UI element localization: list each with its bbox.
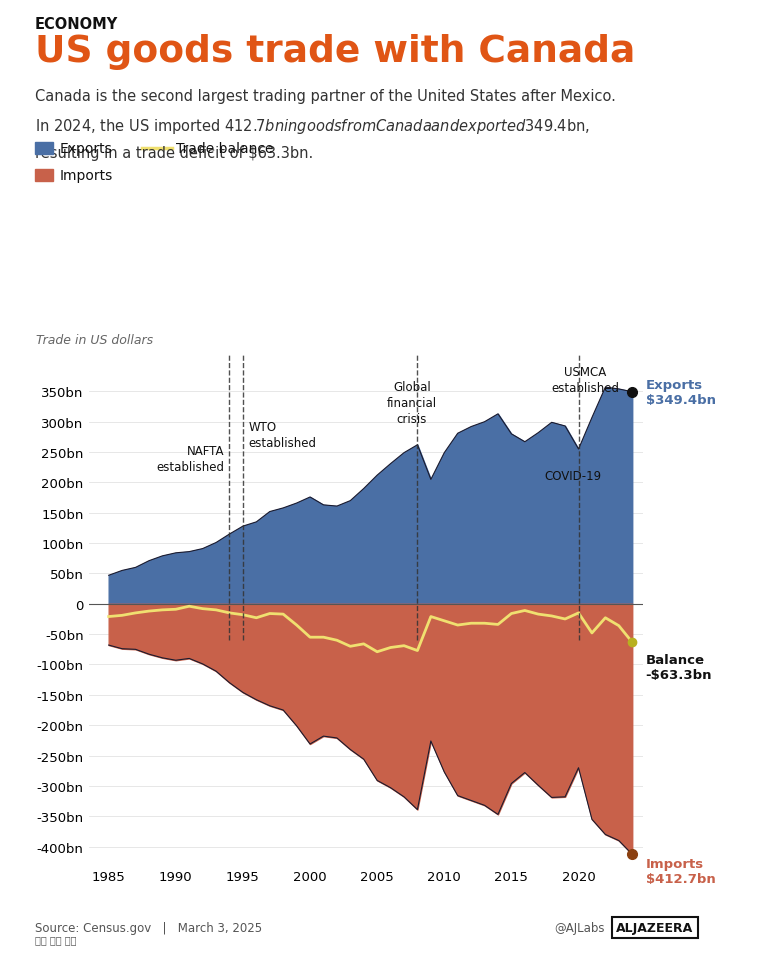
- Text: Source: Census.gov   |   March 3, 2025: Source: Census.gov | March 3, 2025: [35, 921, 262, 934]
- Text: @AJLabs: @AJLabs: [554, 921, 605, 934]
- Text: In 2024, the US imported $412.7bn in goods from Canada and exported $349.4bn,: In 2024, the US imported $412.7bn in goo…: [35, 117, 590, 136]
- Text: ECONOMY: ECONOMY: [35, 17, 118, 33]
- Text: WTO
established: WTO established: [248, 421, 316, 450]
- Text: Global
financial
crisis: Global financial crisis: [387, 381, 437, 426]
- Text: US goods trade with Canada: US goods trade with Canada: [35, 34, 635, 69]
- Text: NAFTA
established: NAFTA established: [156, 445, 224, 474]
- Text: resulting in a trade deficit of $63.3bn.: resulting in a trade deficit of $63.3bn.: [35, 146, 313, 161]
- Text: Imports: Imports: [59, 169, 112, 183]
- Text: ALJAZEERA: ALJAZEERA: [616, 921, 693, 934]
- Text: COVID-19: COVID-19: [544, 470, 601, 482]
- Text: USMCA
established: USMCA established: [551, 366, 619, 395]
- Text: Trade balance: Trade balance: [176, 142, 273, 156]
- Text: Trade in US dollars: Trade in US dollars: [36, 333, 153, 346]
- Text: Ⓒⓒ ⒷⓈ ⓃⒶ: Ⓒⓒ ⒷⓈ ⓃⒶ: [35, 934, 76, 944]
- Text: Imports
$412.7bn: Imports $412.7bn: [645, 857, 715, 885]
- Text: Canada is the second largest trading partner of the United States after Mexico.: Canada is the second largest trading par…: [35, 88, 615, 104]
- Text: Balance
-$63.3bn: Balance -$63.3bn: [645, 653, 712, 681]
- Text: Exports
$349.4bn: Exports $349.4bn: [645, 379, 715, 407]
- Text: Exports: Exports: [59, 142, 112, 156]
